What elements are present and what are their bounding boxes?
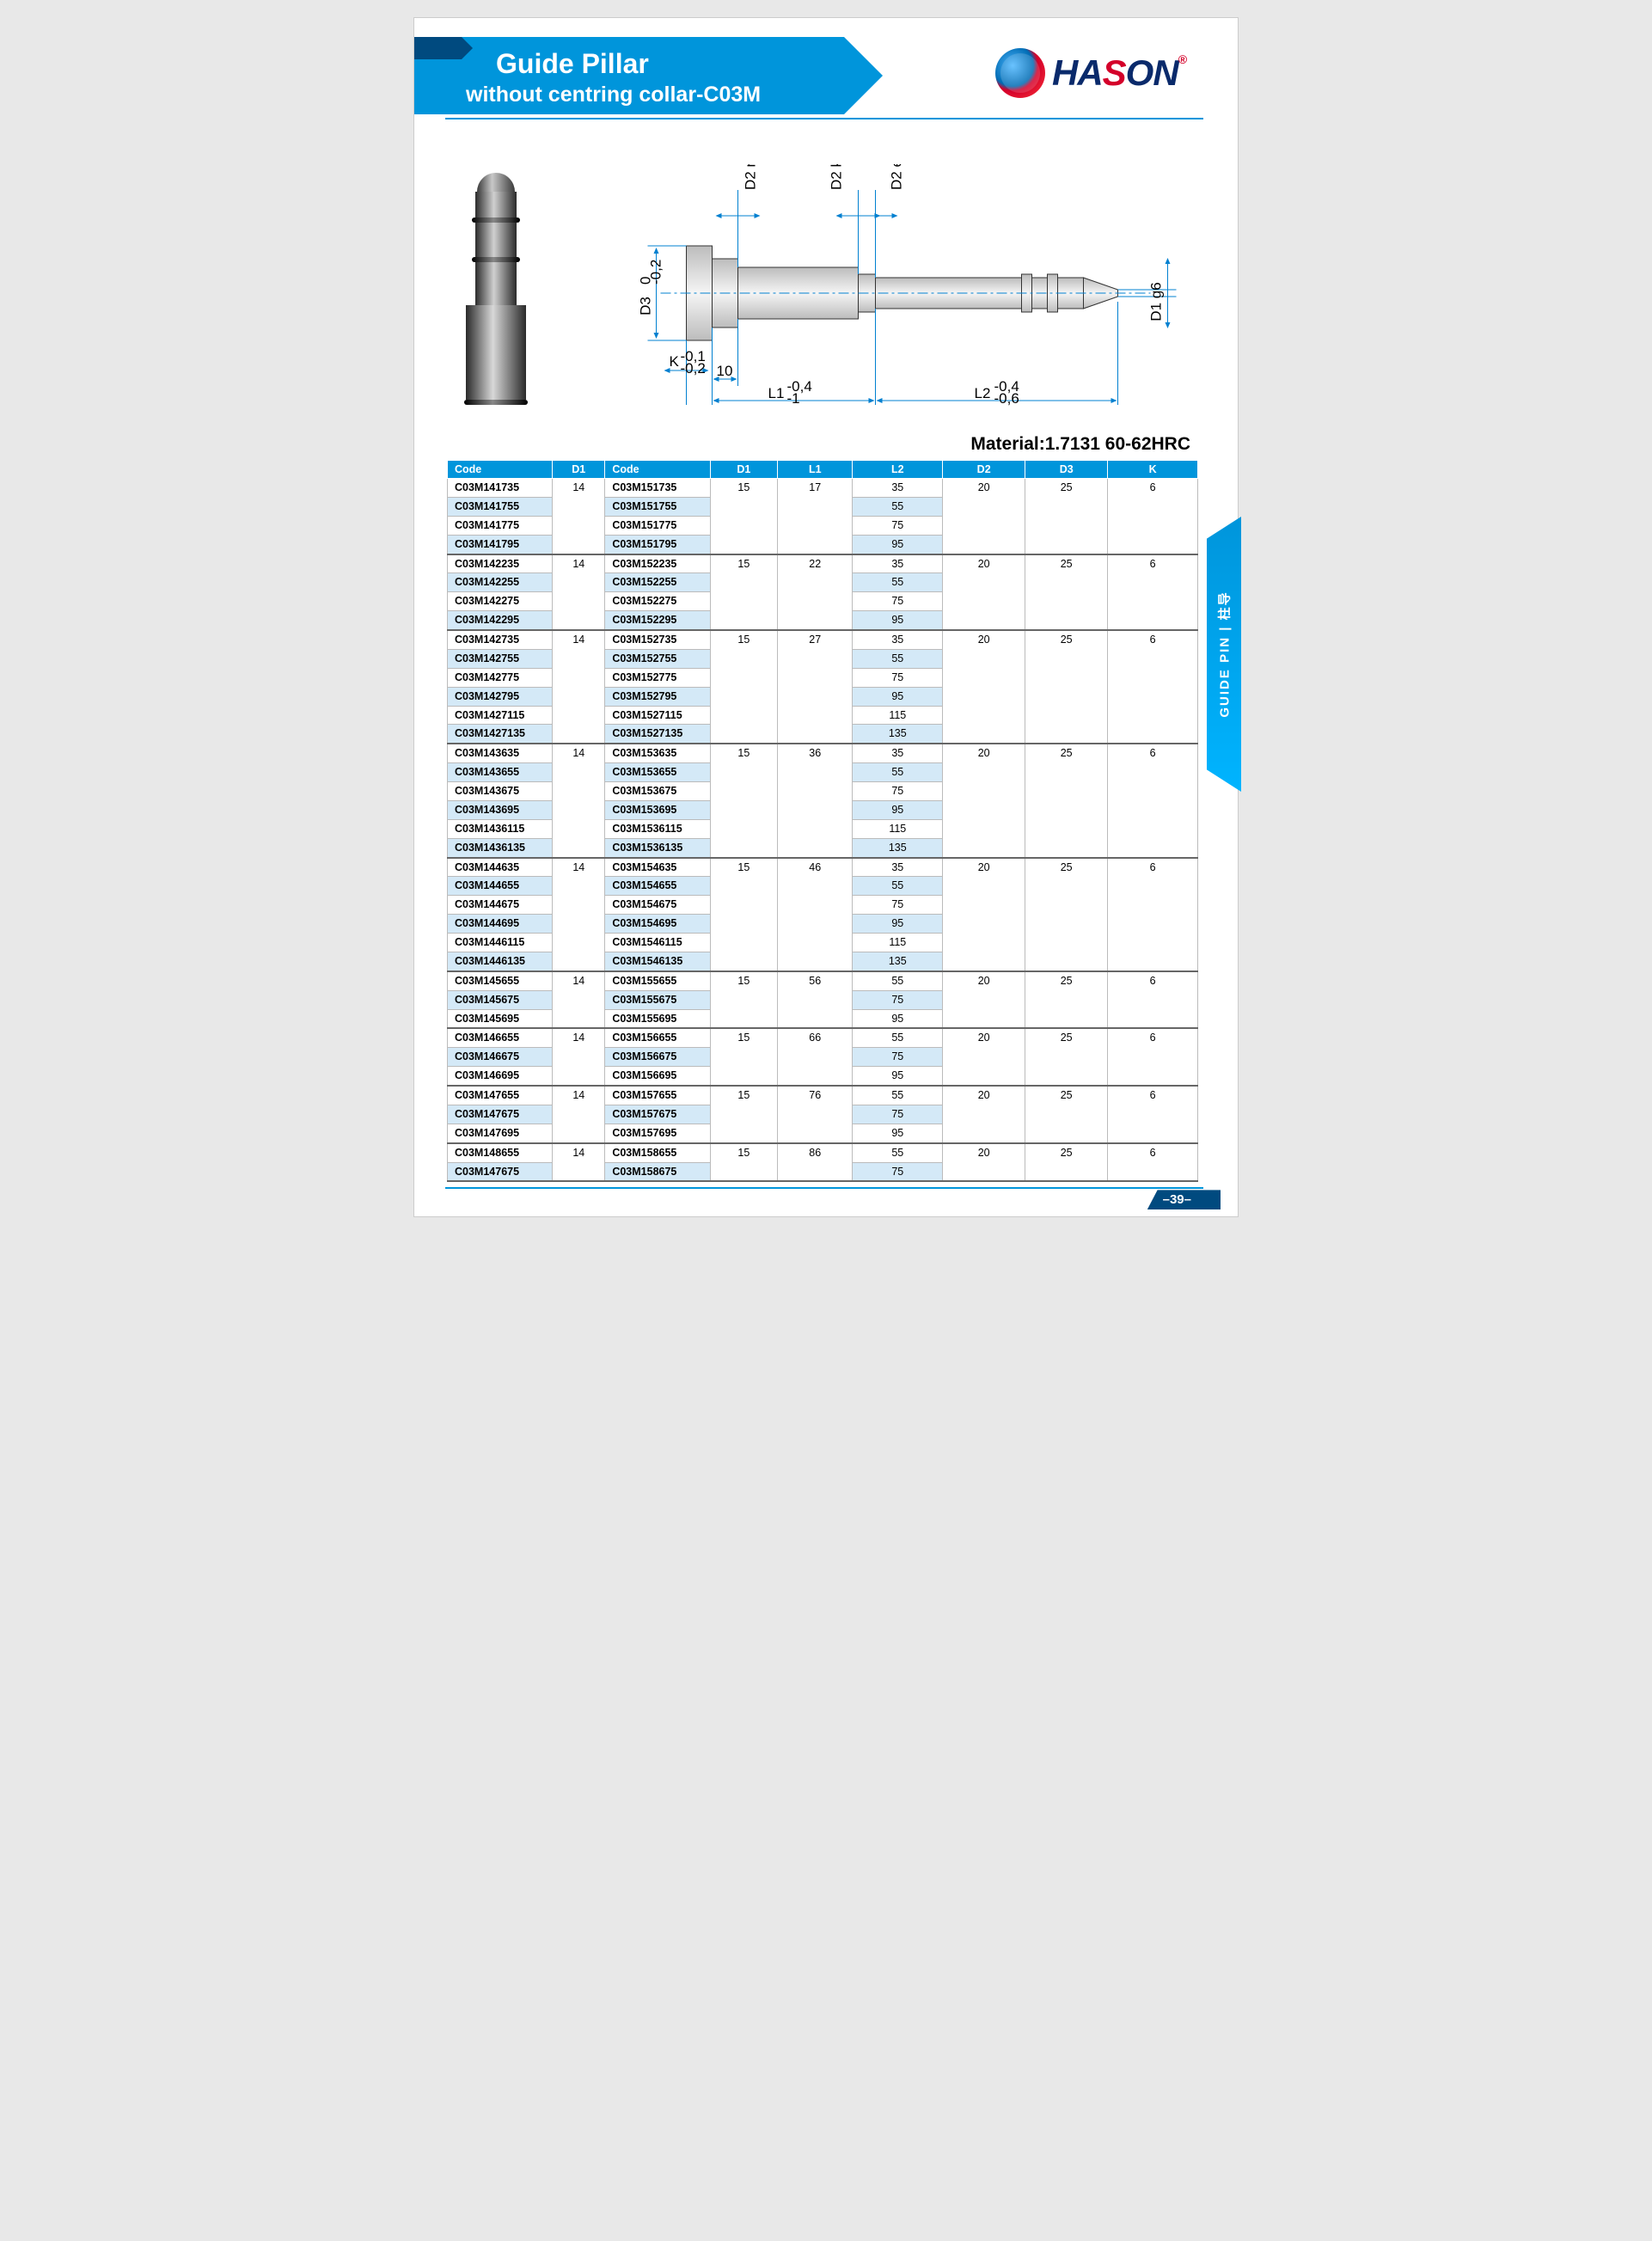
logo-text: HASON®: [1052, 52, 1186, 94]
header-tab: [414, 37, 462, 59]
label-l1: L1: [768, 385, 785, 401]
table-row: C03M14463514C03M15463515463520256: [448, 858, 1198, 877]
drawing-svg: D2 n5 D2 k5 D2 e7 D3 0 -0,2 D1 g6 K -0,1…: [565, 164, 1203, 413]
brand-logo: HASON®: [995, 48, 1186, 98]
col-header: L1: [778, 461, 853, 479]
material-spec: Material:1.7131 60-62HRC: [414, 431, 1238, 460]
product-photo: [462, 173, 530, 422]
col-header: Code: [605, 461, 710, 479]
col-header: K: [1108, 461, 1198, 479]
page-header: Guide Pillar without centring collar-C03…: [414, 18, 1238, 138]
label-d2n5: D2 n5: [743, 164, 759, 190]
col-header: D1: [710, 461, 778, 479]
label-l2: L2: [975, 385, 991, 401]
table-row: C03M14865514C03M15865515865520256: [448, 1143, 1198, 1162]
label-d2e7: D2 e7: [889, 164, 905, 190]
page-title: Guide Pillar: [496, 48, 649, 80]
table-header-row: CodeD1CodeD1L1L2D2D3K: [448, 461, 1198, 479]
table-row: C03M14173514C03M15173515173520256: [448, 479, 1198, 498]
side-tab-label: GUIDE PIN | 柱导: [1215, 591, 1233, 717]
catalog-page: Guide Pillar without centring collar-C03…: [413, 17, 1239, 1217]
label-d1g6: D1 g6: [1148, 282, 1165, 321]
page-number: –39–: [1147, 1190, 1221, 1209]
col-header: Code: [448, 461, 553, 479]
table-row: C03M14665514C03M15665515665520256: [448, 1028, 1198, 1047]
label-d2k5: D2 k5: [829, 164, 845, 190]
table-row: C03M14363514C03M15363515363520256: [448, 744, 1198, 762]
table-row: C03M14765514C03M15765515765520256: [448, 1086, 1198, 1105]
header-rule: [445, 118, 1203, 119]
label-l1-tol-bot: -1: [787, 390, 800, 407]
label-ten: 10: [717, 363, 733, 379]
side-tab: GUIDE PIN | 柱导: [1207, 517, 1241, 792]
figure-row: D2 n5 D2 k5 D2 e7 D3 0 -0,2 D1 g6 K -0,1…: [414, 164, 1238, 431]
technical-drawing: D2 n5 D2 k5 D2 e7 D3 0 -0,2 D1 g6 K -0,1…: [565, 164, 1203, 413]
col-header: D1: [553, 461, 605, 479]
label-k-tol-bot: -0,2: [681, 360, 706, 377]
label-d3tol-bot: -0,2: [648, 260, 664, 285]
label-d3: D3: [638, 297, 654, 315]
spec-table-wrap: CodeD1CodeD1L1L2D2D3K C03M14173514C03M15…: [414, 460, 1238, 1182]
col-header: L2: [853, 461, 943, 479]
col-header: D2: [943, 461, 1025, 479]
logo-icon: [995, 48, 1045, 98]
col-header: D3: [1025, 461, 1108, 479]
table-row: C03M14273514C03M15273515273520256: [448, 630, 1198, 649]
table-row: C03M14565514C03M15565515565520256: [448, 971, 1198, 990]
spec-table: CodeD1CodeD1L1L2D2D3K C03M14173514C03M15…: [447, 460, 1198, 1182]
label-k: K: [670, 353, 680, 370]
footer-rule: [445, 1187, 1203, 1189]
page-subtitle: without centring collar-C03M: [466, 83, 761, 107]
table-row: C03M14223514C03M15223515223520256: [448, 554, 1198, 573]
label-l2-tol-bot: -0,6: [994, 390, 1019, 407]
